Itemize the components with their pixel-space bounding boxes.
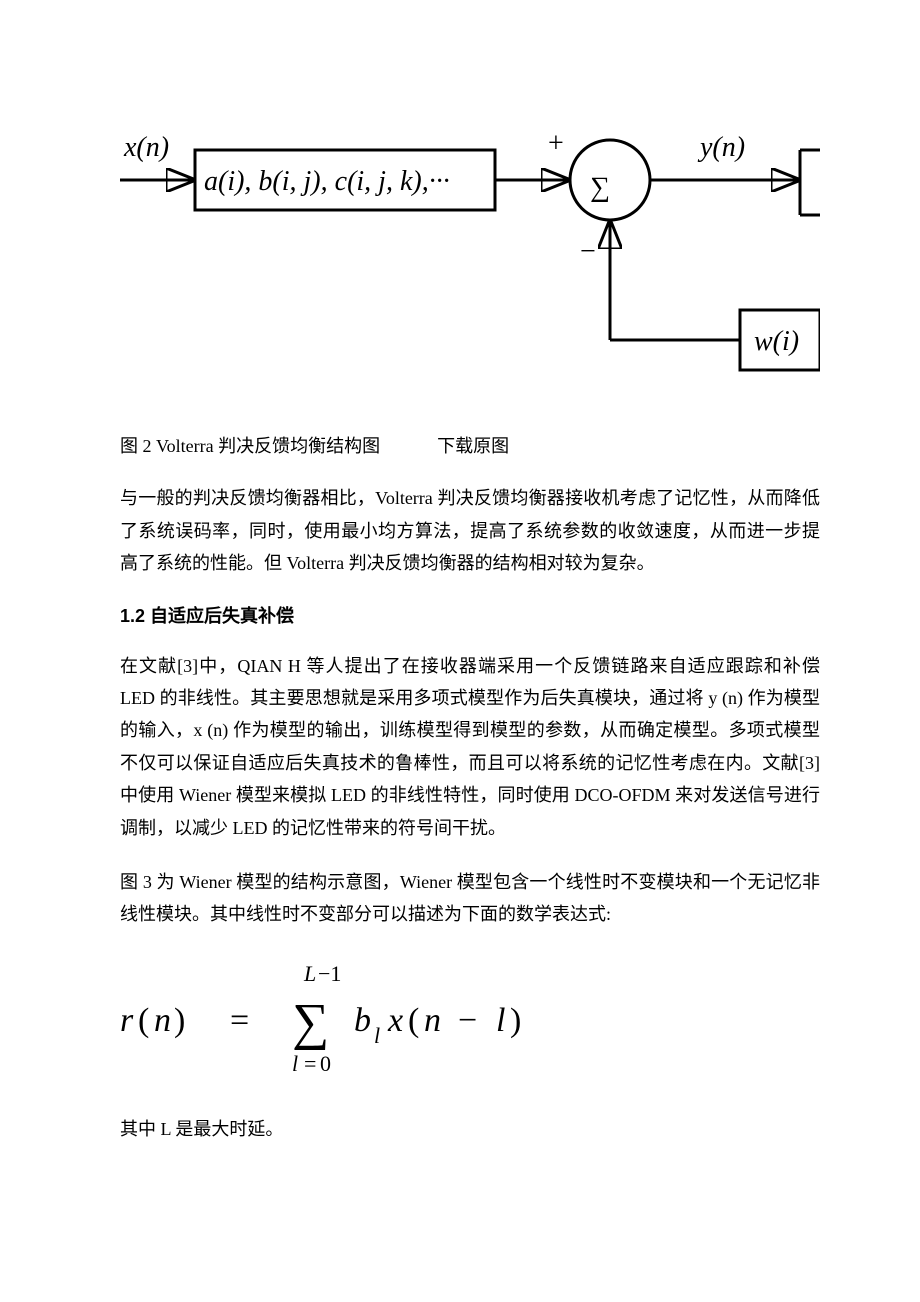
figure-2-caption-row: 图 2 Volterra 判决反馈均衡结构图 下载原图 — [120, 430, 820, 462]
minus-sign: − — [580, 236, 596, 267]
feedback-box-label: w(i) — [754, 326, 799, 357]
volterra-block-diagram: x(n) a(i), b(i, j), c(i, j, k),··· + ∑ y… — [120, 120, 820, 390]
eq-lparen1: ( — [138, 1002, 149, 1039]
eq-inner-minus: − — [458, 1002, 477, 1039]
eq-b-sub: l — [374, 1023, 380, 1048]
eq-n1: n — [154, 1002, 171, 1039]
eq-b: b — [354, 1002, 371, 1039]
eq-upper-L: L — [303, 961, 316, 986]
eq-rparen1: ) — [174, 1002, 185, 1039]
input-label: x(n) — [123, 132, 169, 163]
section-number: 1.2 — [120, 606, 145, 626]
download-original-link[interactable]: 下载原图 — [437, 436, 509, 456]
section-1-2-heading: 1.2 自适应后失真补偿 — [120, 602, 820, 628]
sigma-in-circle: ∑ — [590, 172, 610, 203]
paragraph-2: 在文献[3]中，QIAN H 等人提出了在接收器端采用一个反馈链路来自适应跟踪和… — [120, 650, 820, 844]
eq-sigma: ∑ — [292, 994, 329, 1051]
eq-equals: = — [230, 1002, 249, 1039]
figure-2-caption: 图 2 Volterra 判决反馈均衡结构图 — [120, 436, 380, 456]
figure-2-diagram: x(n) a(i), b(i, j), c(i, j, k),··· + ∑ y… — [120, 120, 820, 390]
eq-lower-0: 0 — [320, 1051, 331, 1076]
equation-r-n: r ( n ) = L −1 ∑ l = 0 b l x ( n − l ) — [120, 959, 820, 1079]
output-label: y(n) — [697, 132, 745, 163]
eq-inner-l: l — [496, 1002, 505, 1039]
plus-sign: + — [548, 128, 564, 159]
page-content: x(n) a(i), b(i, j), c(i, j, k),··· + ∑ y… — [0, 0, 920, 1287]
section-title: 自适应后失真补偿 — [150, 606, 294, 626]
sum-node — [570, 140, 650, 220]
paragraph-3: 图 3 为 Wiener 模型的结构示意图，Wiener 模型包含一个线性时不变… — [120, 866, 820, 931]
eq-lparen2: ( — [408, 1002, 419, 1039]
eq-upper-minus1: −1 — [318, 961, 341, 986]
eq-inner-n: n — [424, 1002, 441, 1039]
coeff-box-label: a(i), b(i, j), c(i, j, k),··· — [204, 166, 450, 197]
eq-lower-l: l — [292, 1051, 298, 1076]
paragraph-1: 与一般的判决反馈均衡器相比，Volterra 判决反馈均衡器接收机考虑了记忆性，… — [120, 482, 820, 579]
eq-rparen2: ) — [510, 1002, 521, 1039]
paragraph-4: 其中 L 是最大时延。 — [120, 1113, 820, 1145]
eq-x: x — [387, 1002, 403, 1039]
eq-lower-eq: = — [304, 1051, 316, 1076]
eq-r: r — [120, 1002, 134, 1039]
